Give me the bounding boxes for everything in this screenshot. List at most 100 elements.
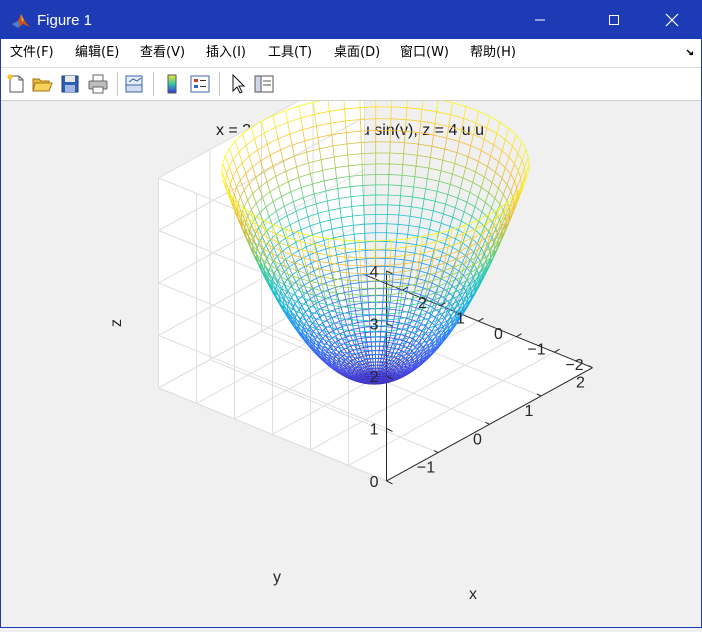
mesh-line xyxy=(390,264,405,265)
mesh-line xyxy=(424,255,432,257)
mesh-line xyxy=(495,162,498,173)
menu-desktop[interactable]: 桌面(D) xyxy=(334,45,380,61)
mesh-line xyxy=(421,109,422,121)
mesh-line xyxy=(432,276,435,283)
mesh-line xyxy=(401,186,413,187)
mesh-line xyxy=(407,108,422,110)
mesh-line xyxy=(403,154,404,165)
mesh-line xyxy=(438,230,452,234)
mesh-line xyxy=(463,178,473,182)
y-tick xyxy=(555,349,560,352)
mesh-line xyxy=(375,314,387,315)
mesh-line xyxy=(355,336,365,337)
mesh-line xyxy=(402,175,415,176)
mesh-line xyxy=(495,188,499,198)
mesh-line xyxy=(375,249,391,250)
mesh-line xyxy=(439,181,450,184)
y-tick-label: −2 xyxy=(565,357,583,374)
surface-plot[interactable]: x = 2 u cos(v), y = 3 u sin(v), z = 4 u … xyxy=(1,101,701,627)
mesh-line xyxy=(407,243,417,245)
colorbar-icon[interactable] xyxy=(161,73,183,95)
mesh-line xyxy=(466,168,476,173)
mesh-line xyxy=(466,107,478,112)
x-tick-label: −1 xyxy=(417,460,435,477)
mesh-line xyxy=(487,116,490,128)
mesh-line xyxy=(400,205,412,206)
mesh-line xyxy=(388,195,400,196)
mesh-line xyxy=(411,207,422,209)
close-button[interactable] xyxy=(649,1,695,39)
mesh-line xyxy=(453,103,466,107)
link-plot-icon[interactable] xyxy=(123,73,145,95)
mesh-line xyxy=(489,193,495,199)
mesh-line xyxy=(436,238,450,242)
mesh-line xyxy=(396,233,397,242)
mesh-line xyxy=(515,171,519,181)
menu-window[interactable]: 窗口(W) xyxy=(400,45,449,61)
mesh-line xyxy=(420,245,421,253)
mesh-line xyxy=(479,111,490,116)
save-icon[interactable] xyxy=(59,73,81,95)
mesh-line xyxy=(422,101,423,109)
mesh-line xyxy=(514,164,518,171)
mesh-line xyxy=(364,224,375,225)
legend-icon[interactable] xyxy=(189,73,211,95)
menu-tools[interactable]: 工具(T) xyxy=(268,45,312,61)
mesh-line xyxy=(401,175,402,185)
mesh-line xyxy=(466,157,469,168)
title-bar[interactable]: Figure 1 xyxy=(1,1,701,39)
mesh-line xyxy=(443,149,445,160)
mesh-line xyxy=(391,247,406,249)
mesh-line xyxy=(430,290,436,293)
mesh-line xyxy=(500,122,509,128)
mesh-line xyxy=(405,262,419,264)
mesh-line xyxy=(446,194,448,204)
menu-file[interactable]: 文件(F) xyxy=(10,45,54,61)
mesh-line xyxy=(390,256,405,257)
mesh-line xyxy=(499,151,502,162)
mesh-line xyxy=(502,151,509,157)
menu-help[interactable]: 帮助(H) xyxy=(470,45,516,61)
minimize-button[interactable] xyxy=(517,1,563,39)
mesh-line xyxy=(481,177,484,187)
z-tick-label: 3 xyxy=(370,316,379,333)
pointer-icon[interactable] xyxy=(227,73,249,95)
mesh-line xyxy=(511,181,515,191)
mesh-line xyxy=(375,240,391,241)
mesh-line xyxy=(447,264,453,268)
plot-tools-icon[interactable] xyxy=(253,73,275,95)
new-figure-icon[interactable] xyxy=(5,73,27,95)
mesh-line xyxy=(514,153,518,164)
mesh-line xyxy=(522,142,526,149)
mesh-line xyxy=(484,167,487,177)
mesh-line xyxy=(453,217,462,221)
mesh-line xyxy=(485,232,489,241)
mesh-line xyxy=(399,205,400,215)
mesh-line xyxy=(429,168,441,171)
mesh-line xyxy=(408,234,418,236)
mesh-line xyxy=(502,168,506,178)
mesh-line xyxy=(435,247,449,251)
mesh-line xyxy=(438,296,441,303)
menu-insert[interactable]: 插入(I) xyxy=(206,45,246,61)
mesh-line xyxy=(444,271,450,274)
maximize-button[interactable] xyxy=(591,1,637,39)
mesh-line xyxy=(453,208,456,217)
menu-edit[interactable]: 编辑(E) xyxy=(75,45,119,61)
figure-canvas: x = 2 u cos(v), y = 3 u sin(v), z = 4 u … xyxy=(1,101,701,627)
mesh-line xyxy=(511,164,515,174)
z-tick-label: 2 xyxy=(370,369,379,386)
menu-view[interactable]: 查看(V) xyxy=(140,45,185,61)
mesh-line xyxy=(450,184,460,188)
mesh-line xyxy=(419,218,421,227)
mesh-line xyxy=(404,264,405,272)
mesh-line xyxy=(402,279,403,286)
mesh-line xyxy=(488,167,496,173)
mesh-line xyxy=(464,212,472,216)
mesh-line xyxy=(438,101,452,103)
open-file-icon[interactable] xyxy=(31,73,53,95)
dock-arrow-icon[interactable] xyxy=(685,47,697,59)
print-icon[interactable] xyxy=(87,73,109,95)
mesh-line xyxy=(518,160,522,171)
mesh-line xyxy=(443,204,445,214)
